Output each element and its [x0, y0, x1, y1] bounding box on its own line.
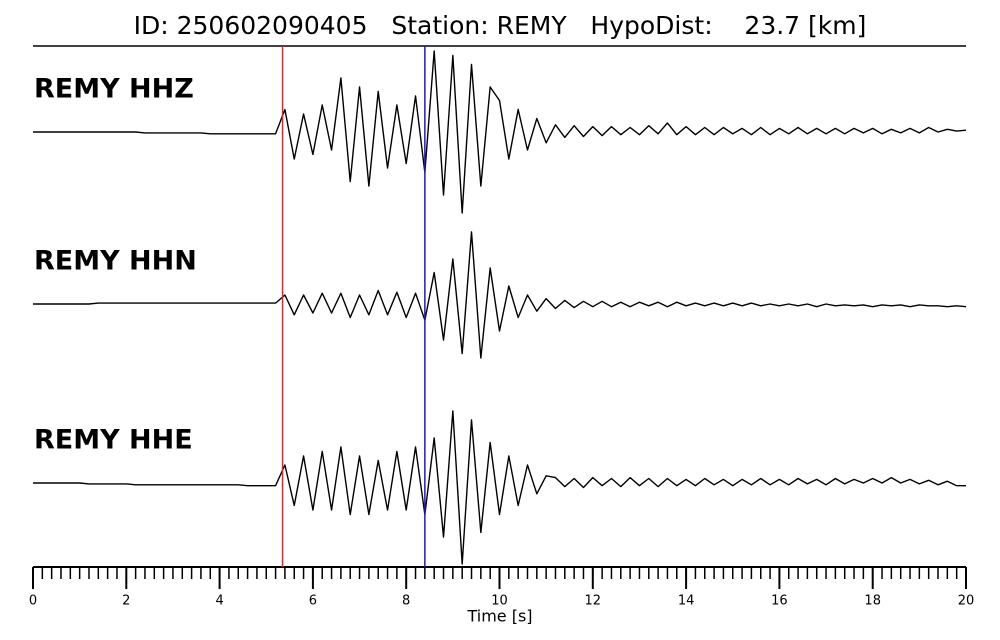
trace — [33, 50, 967, 214]
trace-label: REMY HHE — [34, 425, 193, 456]
x-tick-label: 12 — [585, 594, 602, 609]
trace-label: REMY HHN — [34, 246, 197, 277]
trace — [33, 410, 966, 565]
x-tick-label: 0 — [29, 594, 37, 609]
x-axis-label: Time [s] — [466, 607, 532, 626]
trace — [33, 231, 967, 359]
x-tick-label: 6 — [309, 594, 317, 609]
x-tick-label: 8 — [402, 594, 410, 609]
trace-label: REMY HHZ — [34, 74, 194, 105]
x-tick-label: 14 — [678, 594, 695, 609]
x-tick-label: 18 — [864, 594, 881, 609]
x-tick-label: 10 — [491, 594, 508, 609]
x-tick-label: 2 — [122, 594, 130, 609]
x-tick-label: 20 — [958, 594, 975, 609]
x-tick-label: 16 — [771, 594, 788, 609]
x-tick-label: 4 — [215, 594, 223, 609]
chart-title: ID: 250602090405 Station: REMY HypoDist:… — [134, 11, 867, 40]
